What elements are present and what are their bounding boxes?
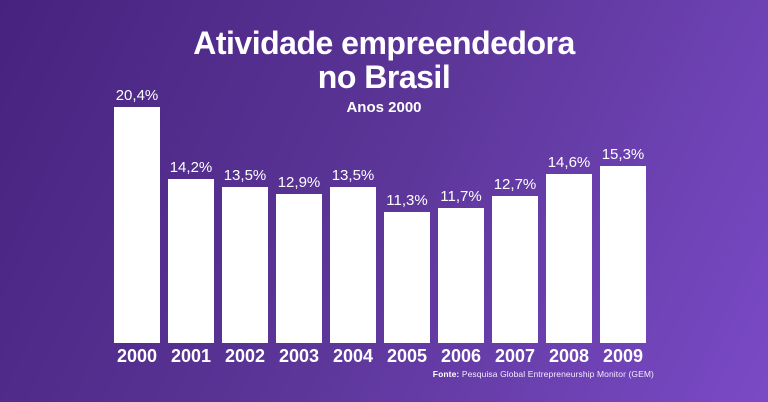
bar [438,208,484,343]
bar-column: 15,3% 2009 [600,146,646,367]
bar-value-label: 20,4% [115,87,159,104]
bar-column: 14,2% 2001 [168,159,214,367]
bars-row: 20,4% 2000 14,2% 2001 13,5% 2002 12,9% 2… [114,87,648,367]
bar [276,194,322,343]
bar-value-label: 11,3% [386,192,428,209]
bar-value-label: 14,2% [169,159,213,176]
bar-year-label: 2008 [548,346,590,366]
bar-year-label: 2007 [494,346,536,366]
source-note-label: Fonte: [432,369,460,379]
bar-column: 20,4% 2000 [114,87,160,367]
bar [600,166,646,343]
bar-value-label: 11,7% [440,188,482,205]
bar-year-label: 2009 [602,346,644,366]
bar-value-label: 12,7% [493,176,537,193]
page-title-line2: no Brasil [317,59,451,95]
page-title: Atividade empreendedora no Brasil [0,26,768,94]
bar-column: 14,6% 2008 [546,154,592,367]
source-note-text: Pesquisa Global Entrepreneurship Monitor… [459,369,654,379]
bar-column: 11,3% 2005 [384,192,430,367]
bar-column: 11,7% 2006 [438,188,484,367]
page-title-line1: Atividade empreendedora [193,25,575,61]
bar-year-label: 2005 [386,346,428,366]
bar-column: 13,5% 2004 [330,167,376,367]
bar [492,196,538,343]
bar-value-label: 14,6% [547,154,591,171]
bar-chart: 20,4% 2000 14,2% 2001 13,5% 2002 12,9% 2… [114,87,648,367]
bar-year-label: 2000 [116,346,158,366]
bar-year-label: 2002 [224,346,266,366]
bar-year-label: 2001 [170,346,212,366]
source-note: Fonte: Pesquisa Global Entrepreneurship … [433,369,654,379]
bar [546,174,592,343]
bar-year-label: 2006 [440,346,482,366]
bar [168,179,214,343]
bar [384,212,430,343]
bar-value-label: 15,3% [601,146,645,163]
bar-column: 12,9% 2003 [276,174,322,367]
title-block: Atividade empreendedora no Brasil Anos 20… [0,26,768,116]
bar-value-label: 12,9% [277,174,321,191]
bar-value-label: 13,5% [223,167,267,184]
bar [222,187,268,343]
bar-year-label: 2004 [332,346,374,366]
bar [330,187,376,343]
bar-year-label: 2003 [278,346,320,366]
bar-column: 12,7% 2007 [492,176,538,367]
bar-value-label: 13,5% [331,167,375,184]
bar-column: 13,5% 2002 [222,167,268,367]
bar [114,107,160,343]
page-subtitle: Anos 2000 [346,99,422,116]
